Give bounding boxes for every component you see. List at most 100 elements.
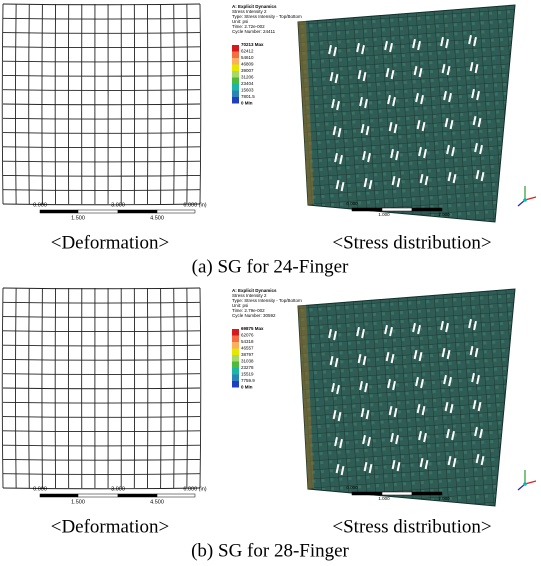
legend-label: 46809 [241,62,254,67]
grid-line [3,33,200,34]
grid-line [3,18,200,19]
grid-line [2,4,3,204]
deformation-image [2,4,201,205]
scale-bar [382,492,412,495]
grid-line [3,345,200,346]
legend-swatch [232,355,239,362]
legend-label: 7801.5 [241,94,255,99]
scale-label: 4.500 [150,499,164,505]
grid-line [3,388,200,389]
axis-triad [523,482,527,486]
grid-line [3,459,200,460]
legend-swatch [232,45,239,52]
grid-line [3,331,200,332]
caption: (b) SG for 28-Finger [191,540,349,561]
panel: 0.0003.0006.000 (in)1.5004.500A: Explici… [2,4,536,277]
caption: <Deformation> [51,232,170,253]
legend-header: Cycle Number: 30592 [232,313,276,318]
caption: <Deformation> [51,516,170,537]
grid-line [3,474,200,475]
scale-bar [118,210,157,213]
legend-swatch [232,71,239,78]
legend-label: 0 Min [241,101,253,106]
scale-bar [157,210,195,213]
scale-label: 1.000 [378,496,390,501]
legend-swatch [232,375,239,382]
grid-line [3,161,200,162]
grid-line [3,374,200,375]
grid-line [3,302,200,303]
figure: 0.0003.0006.000 (in)1.5004.500A: Explici… [0,0,541,566]
grid-line [3,47,200,48]
panel: 0.0003.0006.000 (in)1.5004.500A: Explici… [2,288,536,561]
caption: <Stress distribution> [332,232,491,253]
scale-label: 0.000 [346,201,358,206]
scale-label: 6.000 (in) [183,486,206,492]
legend-swatch [232,336,239,343]
scale-bar [352,492,382,495]
legend-swatch [232,97,239,104]
legend-swatch [232,91,239,98]
scale-bar [382,208,412,211]
stress-image [298,289,515,506]
legend-label: 62412 [241,49,254,54]
grid-line [2,288,3,488]
scale-label: 3.000 [111,486,125,492]
scale-label: 0.000 [346,485,358,490]
grid-line [3,104,200,105]
legend-label: 31206 [241,75,254,80]
legend-label: 7759.9 [241,378,255,383]
scale-label: 2.000 [438,496,450,501]
scale-label: 3.000 [111,202,125,208]
scale-bar [40,494,78,497]
grid-line [3,431,200,432]
legend-swatch [232,78,239,85]
grid-line [3,118,200,119]
legend-swatch [232,362,239,369]
stress-image [298,5,515,222]
axis-triad [523,198,527,202]
mesh-body [298,5,515,222]
grid-line [3,4,200,5]
grid-line [3,133,200,134]
legend-label: 15603 [241,88,254,93]
legend-label: 31038 [241,359,254,364]
scale-bar [412,492,442,495]
grid-line [3,417,200,418]
legend-swatch [232,368,239,375]
grid-line [3,190,200,191]
scale-label: 6.000 (in) [183,202,206,208]
grid-line [3,175,200,176]
grid-line [3,359,200,360]
caption: <Stress distribution> [332,516,491,537]
legend-swatch [232,52,239,59]
grid-line [3,288,200,289]
legend-label: 23404 [241,81,254,86]
grid-line [3,90,200,91]
legend-label: 54610 [241,55,254,60]
legend-label: 69875 Max [241,326,264,331]
legend-swatch [232,84,239,91]
legend-swatch [232,58,239,65]
scale-label: 0.000 [33,486,47,492]
grid-line [3,75,200,76]
legend-swatch [232,65,239,72]
legend-label: 39007 [241,68,254,73]
scale-label: 1.500 [71,215,85,221]
grid-line [200,4,201,204]
grid-line [3,445,200,446]
legend-label: 38797 [241,352,254,357]
scale-bar [157,494,195,497]
legend-label: 54318 [241,339,254,344]
scale-bar [78,494,118,497]
scale-bar [118,494,157,497]
grid-line [3,402,200,403]
grid-line [3,147,200,148]
mesh-body [298,289,515,506]
legend-label: 46557 [241,346,254,351]
legend-label: 15519 [241,372,254,377]
page: {"panels": [ {"deformation": {"scale_top… [0,0,541,566]
scale-label: 1.000 [378,212,390,217]
scale-label: 4.500 [150,215,164,221]
legend-label: 62076 [241,333,254,338]
